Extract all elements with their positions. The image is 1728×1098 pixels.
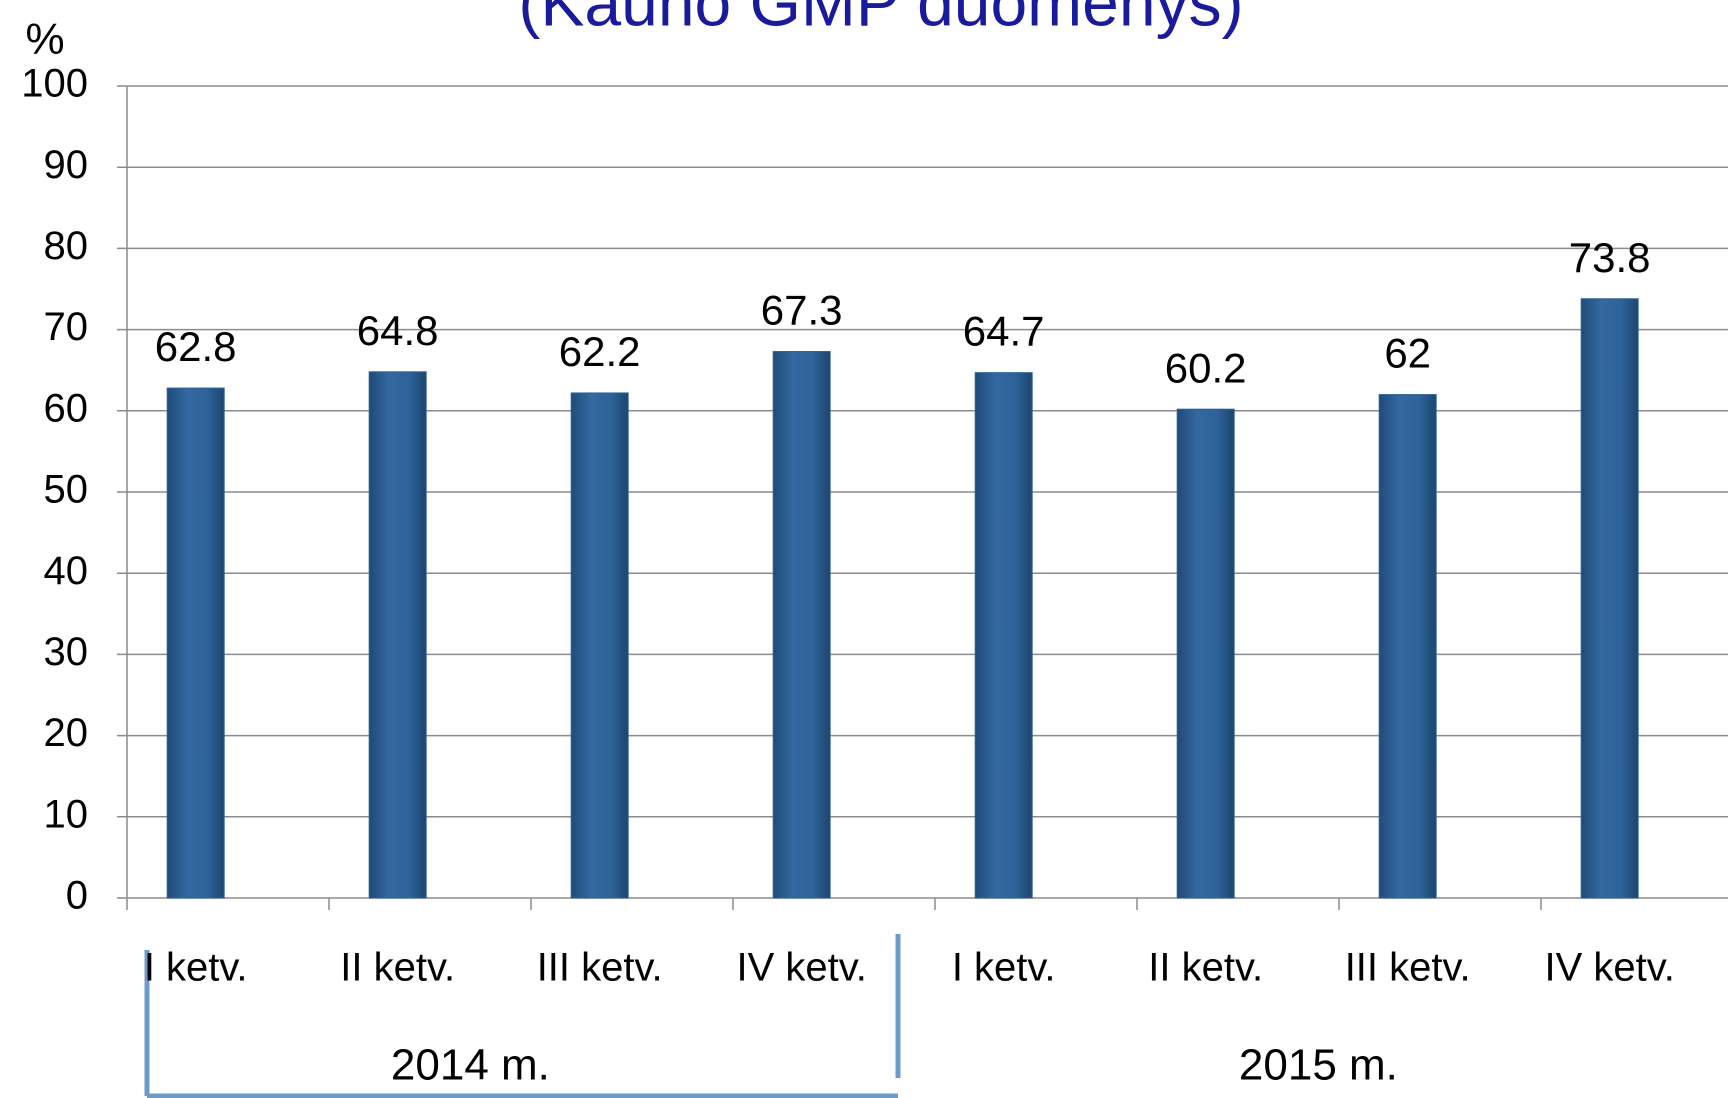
bar: [1176, 408, 1235, 899]
y-tick-label: 70: [44, 305, 89, 349]
x-tick-label: III ketv.: [1345, 946, 1471, 990]
group-label: 2014 m.: [391, 1041, 550, 1090]
y-axis-label: %: [25, 15, 64, 64]
bar: [570, 392, 629, 899]
y-tick-label: 50: [44, 468, 89, 512]
y-tick-label: 10: [44, 792, 89, 836]
bar: [772, 351, 831, 899]
group-bracket: [144, 934, 901, 1098]
x-tick-label: II ketv.: [340, 946, 455, 990]
bar: [1378, 394, 1437, 899]
bar: [166, 387, 225, 899]
x-tick-label: I ketv.: [144, 946, 248, 990]
data-label: 67.3: [761, 287, 843, 334]
data-label: 62.2: [559, 328, 641, 375]
data-label: 60.2: [1165, 344, 1247, 391]
bar: [1580, 298, 1639, 899]
y-tick-label: 30: [44, 630, 89, 674]
y-tick-label: 40: [44, 549, 89, 593]
data-label: 62.8: [155, 323, 237, 370]
x-tick-label: I ketv.: [952, 946, 1056, 990]
chart-title: (Kauno GMP duomenys): [518, 0, 1243, 39]
x-tick-label: IV ketv.: [1544, 946, 1674, 990]
group-label: 2015 m.: [1239, 1041, 1398, 1090]
data-label: 62: [1384, 330, 1431, 377]
y-tick-label: 80: [44, 224, 89, 268]
data-label: 64.8: [357, 307, 439, 354]
y-tick-label: 60: [44, 386, 89, 430]
y-tick-label: 20: [44, 711, 89, 755]
y-tick-label: 100: [21, 62, 88, 106]
x-tick-label: II ketv.: [1148, 946, 1263, 990]
y-tick-label: 0: [66, 874, 88, 918]
bar: [974, 372, 1033, 899]
data-label: 64.7: [963, 308, 1045, 355]
bar: [368, 371, 427, 899]
x-tick-label: IV ketv.: [736, 946, 866, 990]
y-tick-label: 90: [44, 143, 89, 187]
data-label: 73.8: [1569, 234, 1651, 281]
x-tick-label: III ketv.: [537, 946, 663, 990]
